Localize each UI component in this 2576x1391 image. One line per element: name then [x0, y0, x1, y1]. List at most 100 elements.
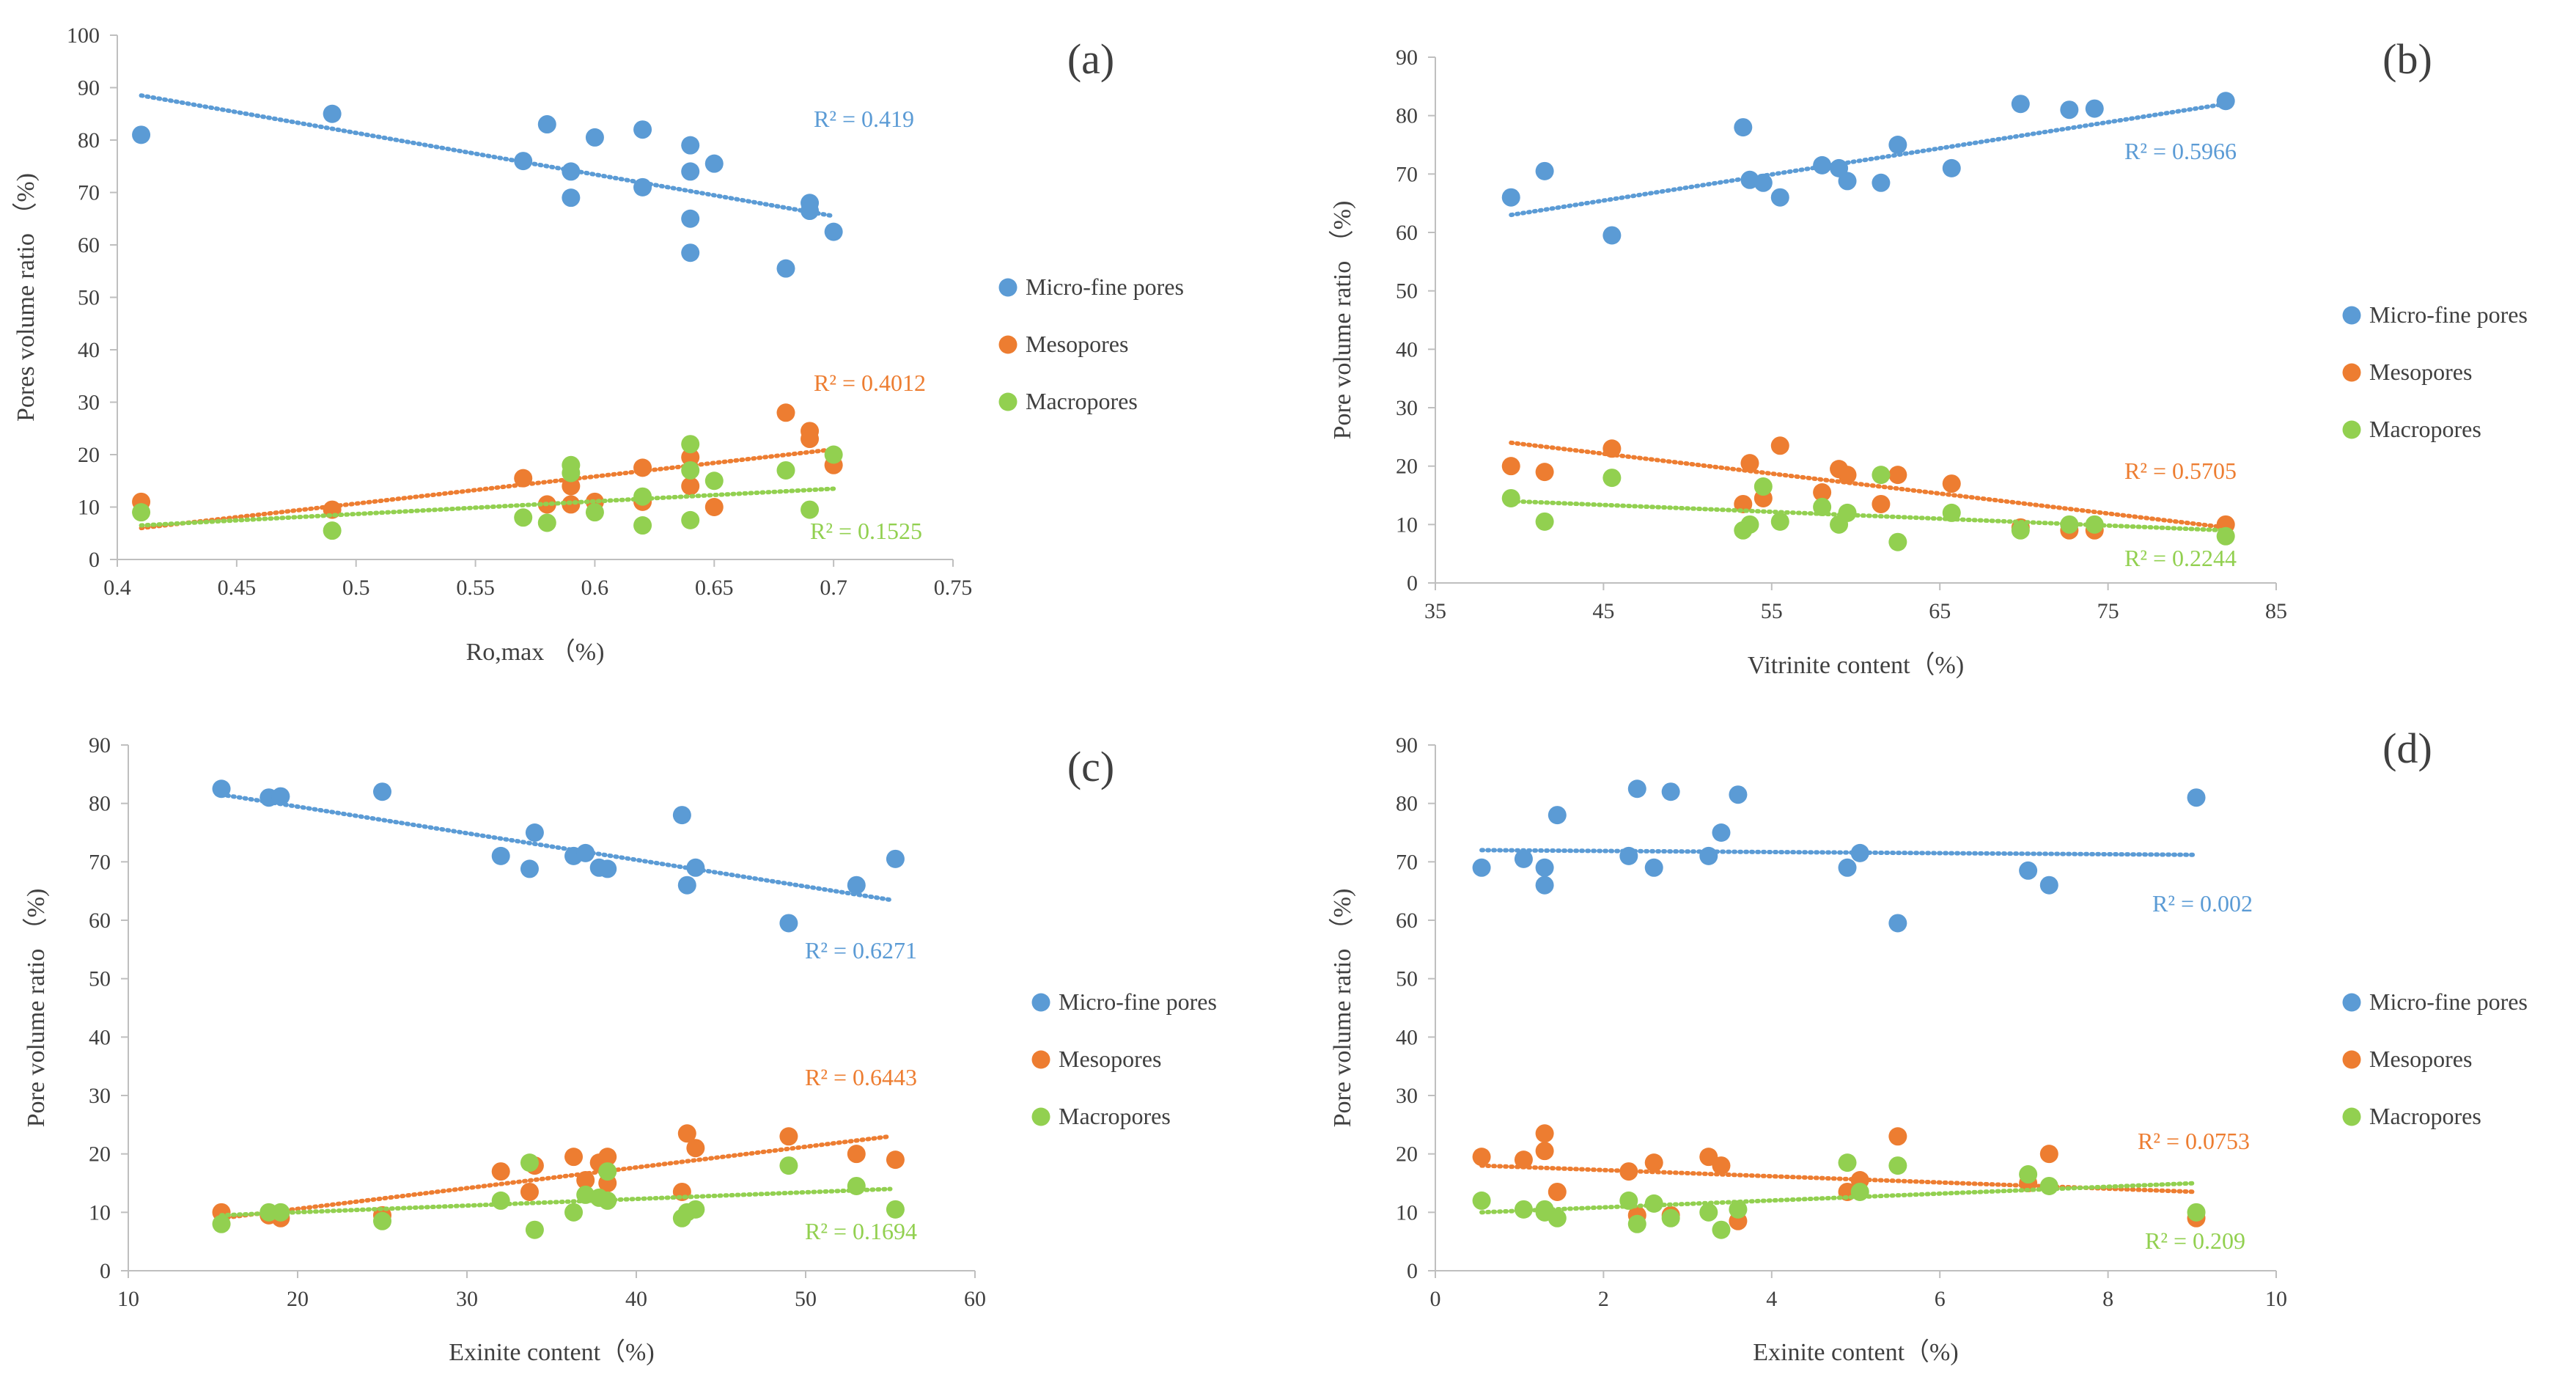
- data-point: [1514, 849, 1533, 868]
- data-point: [633, 516, 652, 535]
- data-point: [1535, 1124, 1554, 1143]
- data-point: [633, 120, 652, 139]
- trendline-macropores: [219, 1186, 893, 1218]
- y-tick-label: 20: [1396, 1142, 1418, 1167]
- trendline-mesopores: [139, 447, 836, 531]
- y-tick-label: 0: [100, 1259, 111, 1283]
- data-point: [2060, 515, 2079, 534]
- r-squared-label: R² = 0.4012: [814, 370, 926, 396]
- data-point: [491, 846, 510, 865]
- data-point: [1888, 466, 1907, 485]
- r-squared-label: R² = 0.5966: [2124, 138, 2237, 164]
- chart-panel-b: 0 10 20 30 40 50 60 70 80 90 35 45 55 65 75 85 Vitrinite…: [1328, 35, 2528, 679]
- legend-marker: [2342, 306, 2361, 325]
- data-point: [514, 469, 533, 488]
- data-point: [633, 458, 652, 477]
- data-point: [1729, 1200, 1748, 1219]
- y-axis-title: Pores volume ratio （%): [12, 173, 40, 422]
- data-point: [681, 162, 700, 181]
- data-point: [672, 806, 691, 825]
- r-squared-label: R² = 0.419: [814, 106, 914, 132]
- data-point: [1644, 858, 1663, 877]
- data-point: [212, 779, 231, 799]
- data-point: [686, 858, 705, 877]
- data-point: [1644, 1153, 1663, 1172]
- data-point: [1535, 858, 1554, 877]
- y-tick-label: 60: [1396, 909, 1418, 933]
- data-point: [779, 914, 798, 933]
- y-tick-label: 60: [78, 233, 100, 257]
- legend-label: Micro-fine pores: [1059, 988, 1217, 1015]
- y-tick-label: 80: [1396, 792, 1418, 816]
- data-point: [520, 1153, 539, 1172]
- data-point: [686, 1139, 705, 1158]
- data-point: [2019, 861, 2038, 880]
- data-point: [2085, 515, 2104, 534]
- data-point: [847, 1176, 866, 1195]
- data-point: [1514, 1150, 1533, 1170]
- data-point: [677, 876, 696, 895]
- y-tick-label: 90: [89, 733, 111, 757]
- y-tick-label: 10: [1396, 513, 1418, 537]
- legend-marker: [2342, 420, 2361, 439]
- trendline-micro-fine-pores: [1479, 848, 2199, 857]
- x-tick-label: 0.7: [820, 576, 847, 600]
- data-point: [886, 1200, 905, 1219]
- y-tick-label: 50: [1396, 967, 1418, 991]
- x-tick-label: 35: [1424, 599, 1446, 623]
- data-point: [1712, 1220, 1731, 1239]
- data-point: [525, 1220, 544, 1239]
- data-point: [1699, 846, 1718, 865]
- y-tick-label: 50: [89, 967, 111, 991]
- data-point: [1514, 1200, 1533, 1219]
- data-point: [2187, 788, 2206, 807]
- data-point: [2085, 99, 2104, 118]
- data-point: [1602, 439, 1622, 458]
- data-point: [132, 503, 151, 522]
- y-tick-label: 40: [78, 338, 100, 362]
- data-point: [1753, 173, 1773, 192]
- x-tick-label: 55: [1761, 599, 1783, 623]
- data-point: [776, 460, 795, 480]
- data-point: [2187, 1203, 2206, 1222]
- y-tick-label: 30: [1396, 1084, 1418, 1108]
- x-tick-label: 6: [1935, 1287, 1946, 1311]
- data-point: [1888, 1156, 1907, 1175]
- data-point: [1535, 463, 1554, 482]
- trendline-mesopores: [1509, 440, 2229, 530]
- data-point: [1888, 532, 1907, 551]
- data-point: [801, 430, 820, 449]
- y-tick-label: 90: [1396, 45, 1418, 70]
- y-tick-label: 70: [89, 850, 111, 874]
- legend-label: Micro-fine pores: [2369, 988, 2528, 1015]
- x-axis-title: Exinite content（%): [449, 1338, 654, 1366]
- data-point: [1699, 1203, 1718, 1222]
- data-point: [514, 508, 533, 527]
- x-tick-label: 10: [2265, 1287, 2287, 1311]
- legend-label: Micro-fine pores: [1026, 274, 1184, 300]
- data-point: [1501, 457, 1520, 476]
- data-point: [525, 823, 544, 842]
- legend-label: Mesopores: [2369, 1046, 2472, 1072]
- r-squared-label: R² = 0.6271: [805, 937, 917, 964]
- data-point: [2216, 92, 2235, 111]
- y-tick-label: 50: [1396, 279, 1418, 304]
- y-tick-label: 50: [78, 286, 100, 310]
- x-axis-title: Exinite content（%): [1753, 1338, 1958, 1366]
- data-point: [1740, 515, 1759, 534]
- data-point: [1548, 1208, 1567, 1227]
- data-point: [801, 202, 820, 221]
- x-tick-label: 0.65: [695, 576, 734, 600]
- data-point: [562, 463, 581, 482]
- data-point: [1813, 483, 1832, 502]
- data-point: [1472, 1148, 1491, 1167]
- data-point: [2019, 1165, 2038, 1184]
- x-tick-label: 75: [2097, 599, 2119, 623]
- data-point: [1535, 876, 1554, 895]
- y-tick-label: 10: [89, 1200, 111, 1225]
- data-point: [212, 1214, 231, 1233]
- data-point: [1548, 1182, 1567, 1201]
- y-tick-label: 70: [78, 181, 100, 205]
- data-point: [1535, 512, 1554, 531]
